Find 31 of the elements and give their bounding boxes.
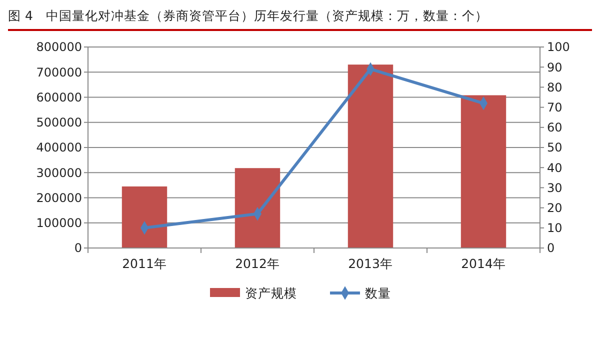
x-tick-label: 2014年 [461,256,506,271]
y2-tick-label: 50 [547,140,562,155]
y2-tick-label: 10 [547,221,562,236]
bar [234,168,280,248]
y2-tick-label: 60 [547,120,562,135]
bar [348,64,394,248]
y-tick-label: 600000 [36,90,82,104]
y-tick-label: 400000 [36,140,82,155]
y2-tick-label: 20 [547,201,562,215]
y-tick-label: 800000 [36,40,82,54]
y2-tick-label: 70 [547,100,562,114]
chart-title: 图 4 中国量化对冲基金（券商资管平台）历年发行量（资产规模：万，数量：个） [8,8,488,23]
y-tick-label: 100000 [36,216,82,230]
y2-tick-label: 30 [547,180,562,195]
y2-tick-label: 100 [547,40,570,54]
y-tick-label: 0 [74,241,82,256]
y-tick-label: 500000 [36,116,82,130]
x-tick-label: 2013年 [348,256,393,271]
bar [122,186,168,248]
y-tick-label: 700000 [36,65,82,80]
legend-label: 资产规模 [245,285,297,300]
bar [460,95,506,248]
y2-tick-label: 90 [547,60,562,74]
x-tick-label: 2011年 [122,256,167,271]
y2-tick-label: 80 [547,80,562,94]
y-tick-label: 200000 [36,190,82,205]
y2-tick-label: 0 [547,241,555,256]
y-tick-label: 300000 [36,166,82,180]
legend-label: 数量 [365,285,391,300]
x-tick-label: 2012年 [235,256,280,271]
y2-tick-label: 40 [547,160,562,175]
